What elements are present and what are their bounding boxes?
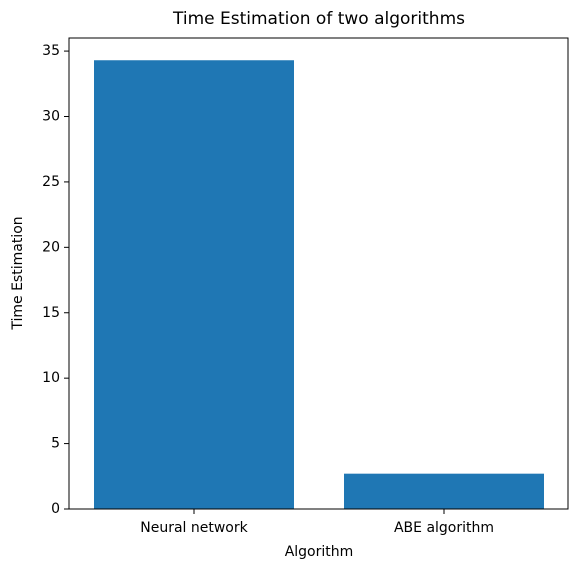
y-tick-label: 15 <box>42 305 60 321</box>
x-tick-label: ABE algorithm <box>394 520 494 536</box>
y-tick-label: 35 <box>42 43 60 59</box>
y-tick-label: 10 <box>42 370 60 386</box>
bar <box>344 473 544 509</box>
bar <box>94 60 294 509</box>
chart-title: Time Estimation of two algorithms <box>172 9 465 29</box>
y-tick-label: 30 <box>42 109 60 125</box>
y-tick-label: 25 <box>42 174 60 190</box>
y-axis-label: Time Estimation <box>10 216 26 330</box>
x-axis-label: Algorithm <box>285 544 354 560</box>
y-tick-label: 5 <box>51 436 60 452</box>
plot-frame <box>68 37 569 510</box>
x-tick-label: Neural network <box>140 520 248 536</box>
y-tick-label: 0 <box>51 501 60 517</box>
y-tick-label: 20 <box>42 239 60 255</box>
